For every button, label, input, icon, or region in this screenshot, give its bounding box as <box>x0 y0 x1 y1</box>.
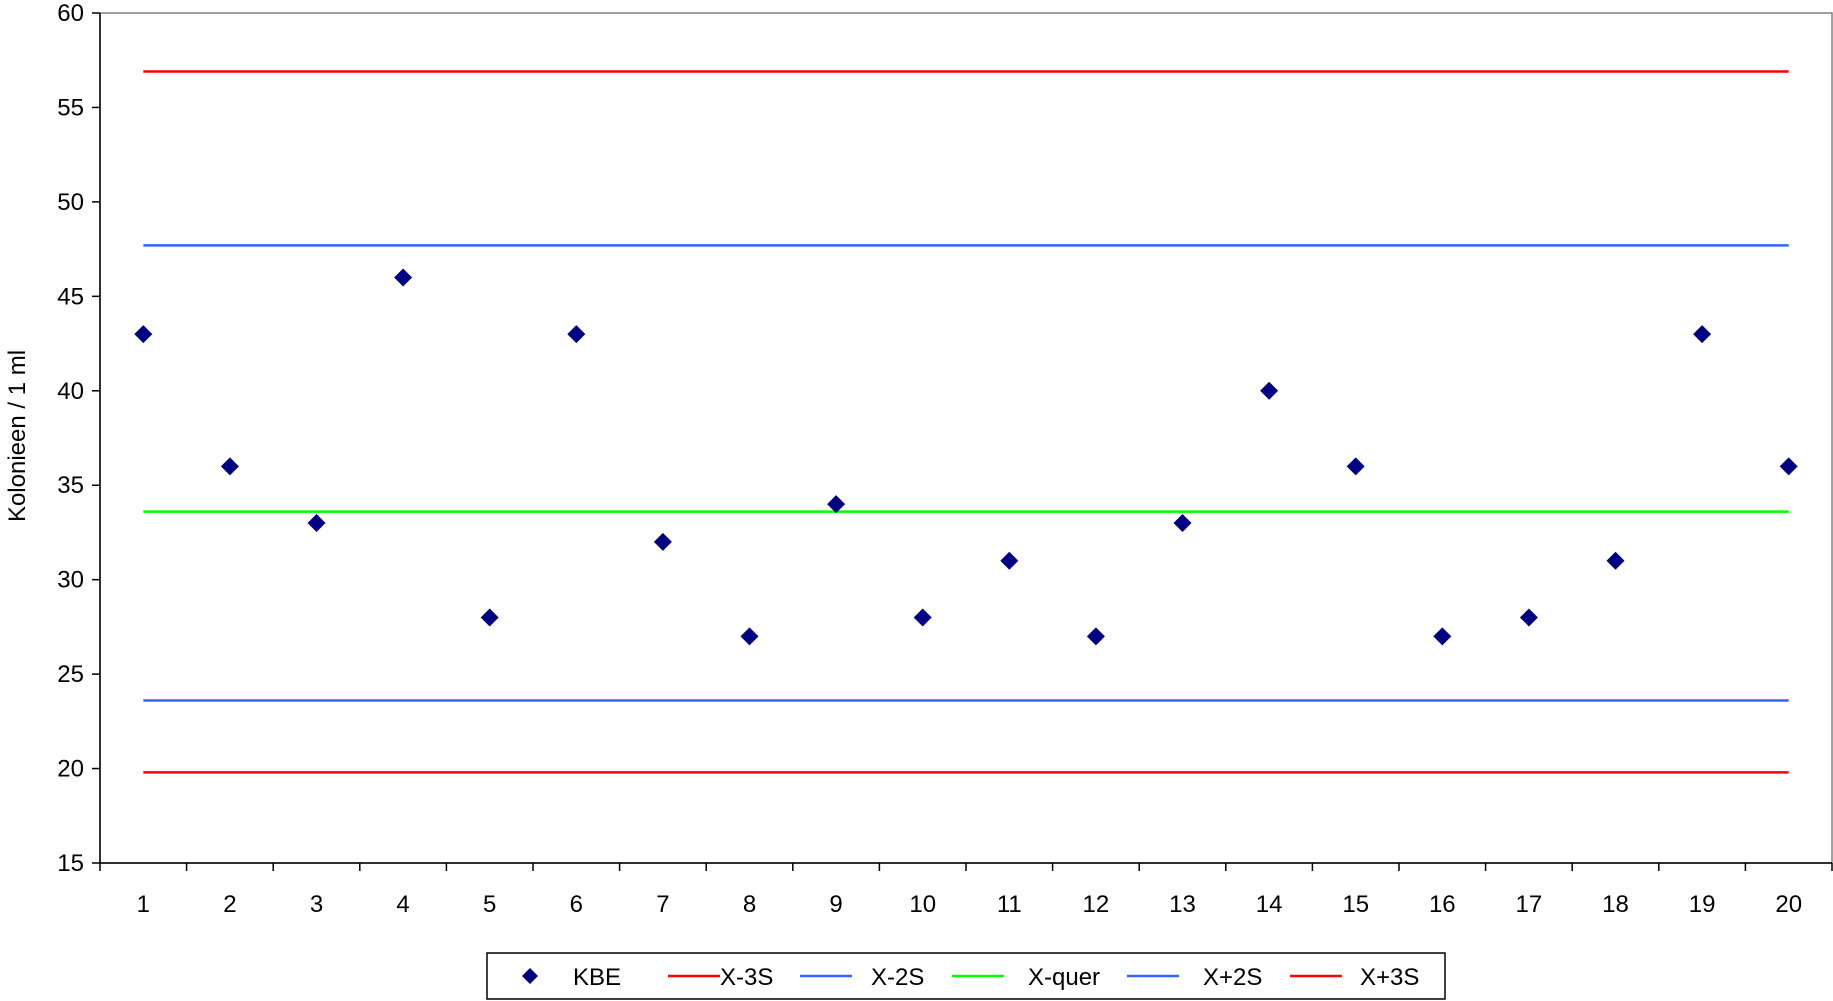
kbe-point <box>1693 325 1712 344</box>
y-tick-label: 15 <box>57 850 84 877</box>
x-tick-label: 1 <box>137 891 150 918</box>
x-tick-label: 9 <box>829 891 842 918</box>
x-tick-label: 15 <box>1342 891 1369 918</box>
x-tick-label: 20 <box>1775 891 1802 918</box>
y-tick-label: 60 <box>57 0 84 27</box>
x-tick-label: 14 <box>1256 891 1283 918</box>
x-tick-label: 3 <box>310 891 323 918</box>
x-tick-label: 10 <box>909 891 936 918</box>
x-tick-label: 8 <box>743 891 756 918</box>
x-tick-label: 2 <box>223 891 236 918</box>
legend-label: X+2S <box>1203 964 1262 991</box>
x-tick-label: 12 <box>1083 891 1110 918</box>
kbe-point <box>394 268 413 287</box>
legend-label: KBE <box>573 964 621 991</box>
x-tick-label: 11 <box>997 891 1022 918</box>
kbe-point <box>1000 551 1019 570</box>
x-tick-label: 13 <box>1169 891 1196 918</box>
kbe-point <box>653 532 672 551</box>
legend: KBE X-3S X-2S X-quer X+2S X+3S <box>486 952 1446 1000</box>
kbe-point <box>1173 514 1192 532</box>
legend-label: X-2S <box>871 964 924 991</box>
kbe-point <box>307 514 326 532</box>
kbe-point <box>740 627 759 646</box>
x-tick-label: 7 <box>656 891 669 918</box>
kbe-point <box>1086 627 1105 646</box>
x-tick-label: 19 <box>1689 891 1716 918</box>
x-tick-label: 18 <box>1602 891 1629 918</box>
kbe-point <box>1433 627 1452 646</box>
kbe-point <box>913 608 932 627</box>
x-tick-label: 6 <box>570 891 583 918</box>
y-tick-label: 40 <box>57 378 84 405</box>
y-tick-label: 25 <box>57 661 84 688</box>
x-tick-label: 5 <box>483 891 496 918</box>
plot-border <box>99 12 1833 864</box>
kbe-point <box>480 608 499 627</box>
x-tick-label: 17 <box>1516 891 1543 918</box>
y-tick-label: 20 <box>57 756 84 783</box>
kbe-point <box>827 495 846 514</box>
data-points <box>134 268 1798 646</box>
y-tick-label: 55 <box>57 94 84 121</box>
x-tick-label: 16 <box>1429 891 1456 918</box>
kbe-point <box>1606 551 1625 570</box>
plot-area <box>99 12 1833 864</box>
x-tick-label: 4 <box>396 891 409 918</box>
kbe-point <box>1519 608 1538 627</box>
kbe-point <box>1346 457 1365 476</box>
y-tick-label: 30 <box>57 567 84 594</box>
y-axis-title: Kolonieen / 1 ml <box>4 350 31 522</box>
legend-label: X-quer <box>1028 964 1100 991</box>
kbe-point <box>220 457 239 476</box>
kbe-point <box>567 325 586 344</box>
legend-label: X-3S <box>720 964 773 991</box>
kbe-point <box>1260 381 1279 400</box>
legend-swatch-kbe <box>522 968 538 984</box>
y-tick-label: 50 <box>57 189 84 216</box>
kbe-point <box>134 325 153 344</box>
y-tick-label: 35 <box>57 472 84 499</box>
legend-label: X+3S <box>1360 964 1419 991</box>
reference-lines <box>143 70 1789 774</box>
y-tick-label: 45 <box>57 283 84 310</box>
kbe-point <box>1779 457 1798 476</box>
